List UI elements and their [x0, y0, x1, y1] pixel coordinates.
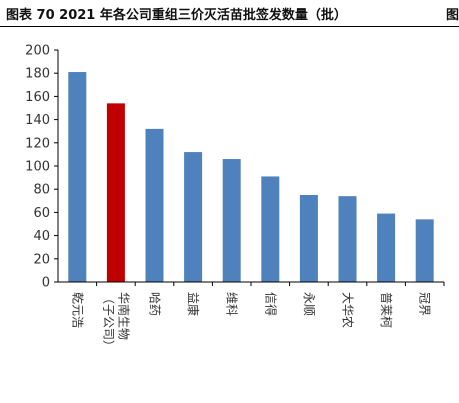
bar-8 [338, 196, 357, 282]
y-tick-label: 80 [33, 183, 50, 198]
x-category-label-line: 永顺 [302, 292, 316, 316]
x-category-label: 冠界 [418, 292, 432, 316]
x-category-label-line: 哈药 [148, 292, 162, 316]
y-tick-label: 0 [42, 276, 50, 291]
x-category-label-line: 益康 [186, 292, 201, 316]
x-category-label-line: 冠界 [418, 292, 432, 316]
x-category-label: 乾元浩 [70, 292, 84, 328]
y-tick-label: 100 [25, 160, 50, 175]
bar-1 [68, 72, 87, 282]
x-category-label: 益康 [186, 292, 201, 316]
y-axis-ticks: 0 20 40 60 80 100 120 140 160 180 200 [25, 44, 58, 291]
bar-3 [145, 128, 164, 282]
x-category-label: 哈药 [148, 292, 162, 316]
x-category-label-line: 大华农 [341, 292, 355, 328]
y-tick-label: 140 [25, 113, 50, 128]
x-category-label: 大华农 [341, 292, 355, 328]
bar-2 [106, 103, 125, 282]
x-category-label: 永顺 [302, 292, 316, 316]
bar-4 [184, 152, 203, 282]
next-figure-title-fragment: 图 [446, 8, 459, 22]
x-category-label-line: 乾元浩 [70, 292, 84, 328]
bar-7 [299, 195, 318, 282]
title-bar: 图表 70 2021 年各公司重组三价灭活苗批签发数量（批） 图 [0, 0, 459, 27]
bar-5 [222, 159, 241, 282]
y-tick-label: 120 [25, 136, 50, 151]
x-category-label-line: 维科 [225, 292, 239, 316]
x-category-label: 信得 [263, 292, 278, 316]
bar-6 [261, 176, 280, 282]
x-category-label: 华南生物（子公司） [101, 292, 131, 352]
y-tick-label: 160 [25, 90, 50, 105]
y-tick-label: 60 [33, 206, 50, 221]
bar-9 [377, 213, 396, 282]
x-category-label-line: 普莱柯 [379, 292, 393, 328]
x-axis-labels: 乾元浩 华南生物（子公司） 哈药 益康 维科 信得 永顺 大华农 普莱柯 冠界 [70, 292, 431, 352]
x-category-label-line: 华南生物 [116, 292, 131, 340]
y-tick-label: 20 [33, 252, 50, 267]
chart-title: 图表 70 2021 年各公司重组三价灭活苗批签发数量（批） [6, 8, 347, 23]
bar-10 [415, 219, 434, 282]
x-category-label: 普莱柯 [379, 292, 393, 328]
bars [68, 72, 434, 282]
x-category-label: 维科 [225, 292, 239, 316]
x-category-label-line: 信得 [263, 292, 278, 316]
axes [57, 50, 445, 286]
y-tick-label: 200 [25, 44, 50, 59]
y-tick-label: 180 [25, 67, 50, 82]
x-category-label-line: （子公司） [101, 292, 115, 352]
y-tick-label: 40 [33, 229, 50, 244]
